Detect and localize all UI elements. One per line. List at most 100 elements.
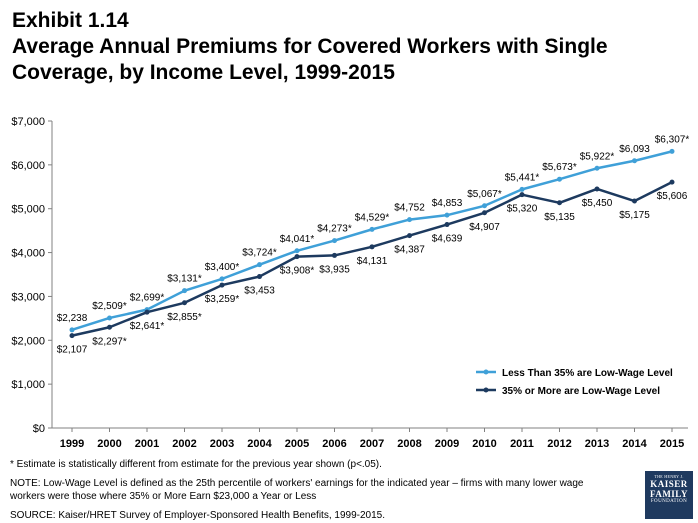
y-tick-label: $3,000 <box>11 291 45 303</box>
note-text: NOTE: Low-Wage Level is defined as the 2… <box>10 478 584 502</box>
data-point <box>107 315 112 321</box>
data-label: $4,529* <box>355 212 390 223</box>
data-label: $4,273* <box>317 224 352 235</box>
data-label: $4,131 <box>357 256 388 267</box>
data-point <box>69 333 75 339</box>
data-label: $4,041* <box>280 234 315 245</box>
x-tick-label: 2001 <box>135 438 159 450</box>
data-label: $5,606 <box>657 191 688 202</box>
legend-label: Less Than 35% are Low-Wage Level <box>502 368 673 379</box>
logo-line2: KAISER <box>650 479 688 489</box>
data-label: $3,935 <box>319 264 350 275</box>
logo-line3: FAMILY <box>649 489 688 499</box>
data-point <box>557 200 562 206</box>
data-point <box>407 233 412 239</box>
data-label: $3,724* <box>242 248 277 259</box>
data-point <box>332 238 337 244</box>
data-point <box>219 282 225 288</box>
data-label: $5,922* <box>580 151 615 162</box>
data-label: $2,641* <box>130 321 165 332</box>
logo-line1: THE HENRY J. <box>654 474 684 479</box>
data-point <box>332 252 337 258</box>
data-label: $2,297* <box>92 336 127 347</box>
data-point <box>144 309 150 315</box>
y-tick-label: $4,000 <box>11 248 45 260</box>
data-point <box>632 158 637 164</box>
x-tick-label: 2011 <box>510 438 534 450</box>
data-point <box>294 248 300 254</box>
x-tick-label: 2002 <box>172 438 196 450</box>
data-point <box>482 210 487 216</box>
y-tick-label: $1,000 <box>11 379 45 391</box>
data-point <box>219 276 225 282</box>
data-point <box>594 186 600 192</box>
logo-line4: FOUNDATION <box>650 499 688 504</box>
data-label: $4,387 <box>394 245 425 256</box>
data-label: $4,907 <box>469 222 500 233</box>
data-label: $5,441* <box>505 172 540 183</box>
exhibit-label: Exhibit 1.14 <box>12 9 129 32</box>
data-label: $5,320 <box>507 204 538 215</box>
y-tick-label: $0 <box>33 423 45 435</box>
x-tick-label: 2015 <box>660 438 684 450</box>
data-label: $4,752 <box>394 203 425 214</box>
data-label: $5,067* <box>467 189 502 200</box>
data-point <box>69 327 75 333</box>
x-tick-label: 2013 <box>585 438 609 450</box>
data-point <box>594 165 600 171</box>
data-label: $4,853 <box>432 198 463 209</box>
kff-logo: THE HENRY J. KAISER FAMILY FOUNDATION <box>645 471 693 519</box>
data-point <box>444 212 450 218</box>
data-label: $3,259* <box>205 294 240 305</box>
x-tick-label: 2005 <box>285 438 309 450</box>
x-tick-label: 2000 <box>97 438 121 450</box>
data-label: $2,107 <box>57 345 88 356</box>
y-tick-label: $7,000 <box>11 116 45 128</box>
data-point <box>669 148 675 154</box>
y-tick-label: $6,000 <box>11 160 45 172</box>
data-point <box>632 198 637 204</box>
x-tick-label: 1999 <box>60 438 84 450</box>
data-point <box>257 262 262 268</box>
x-tick-label: 2009 <box>435 438 459 450</box>
y-tick-label: $5,000 <box>11 204 45 216</box>
data-point <box>257 274 262 280</box>
data-label: $2,509* <box>92 301 127 312</box>
data-label: $5,673* <box>542 162 577 173</box>
data-label: $2,238 <box>57 313 88 324</box>
legend-marker <box>483 369 489 375</box>
data-point <box>519 192 525 198</box>
data-point <box>294 254 300 260</box>
data-point <box>557 176 562 182</box>
data-point <box>182 300 187 306</box>
data-point <box>669 179 675 185</box>
data-label: $3,908* <box>280 266 315 277</box>
data-label: $2,855* <box>167 312 202 323</box>
x-tick-label: 2008 <box>397 438 421 450</box>
x-tick-label: 2003 <box>210 438 234 450</box>
x-tick-label: 2007 <box>360 438 384 450</box>
data-point <box>407 217 412 223</box>
data-label: $5,450 <box>582 198 613 209</box>
line-chart: $0 $1,000 $2,000 $3,000 $4,000 $5,000 $6,000 $7… <box>11 116 690 450</box>
y-tick-label: $2,000 <box>11 335 45 347</box>
source-text: SOURCE: Kaiser/HRET Survey of Employer-S… <box>10 510 385 521</box>
data-point <box>444 222 450 228</box>
data-label: $4,639 <box>432 234 463 245</box>
data-label: $3,453 <box>244 286 275 297</box>
title-block: Exhibit 1.14 Average Annual Premiums for… <box>12 8 652 86</box>
chart-title: Average Annual Premiums for Covered Work… <box>12 35 608 84</box>
data-label: $6,307* <box>655 134 690 145</box>
data-point <box>182 288 187 294</box>
x-tick-label: 2010 <box>472 438 496 450</box>
data-label: $2,699* <box>130 293 165 304</box>
data-label: $5,175 <box>619 210 650 221</box>
data-point <box>369 226 375 232</box>
data-label: $5,135 <box>544 212 575 223</box>
data-point <box>369 244 375 250</box>
x-tick-label: 2006 <box>322 438 346 450</box>
x-tick-label: 2012 <box>547 438 571 450</box>
data-point <box>519 186 525 192</box>
data-label: $6,093 <box>619 144 650 155</box>
x-tick-label: 2004 <box>247 438 272 450</box>
